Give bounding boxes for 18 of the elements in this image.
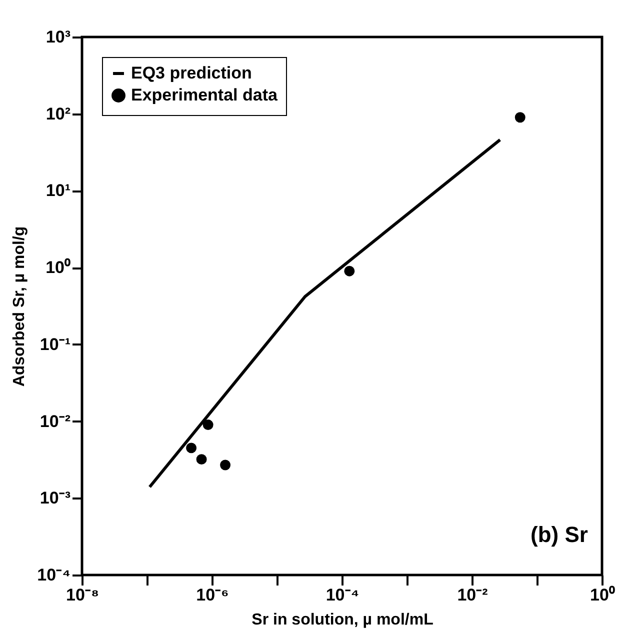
y-tick-label: 10⁰ [46, 258, 70, 278]
x-tick-label: 10⁻⁶ [196, 586, 229, 604]
x-tick-label: 10⁻⁴ [326, 586, 360, 604]
y-tick-label: 10⁻² [40, 412, 71, 431]
y-axis-title: Adsorbed Sr, µ mol/g [11, 226, 28, 387]
y-tick-label: 10⁻⁴ [37, 566, 70, 584]
x-tick-label: 10⁰ [590, 586, 615, 604]
y-tick-label: 10¹ [46, 181, 71, 200]
legend-label: EQ3 prediction [131, 64, 252, 82]
x-axis-title: Sr in solution, µ mol/mL [252, 612, 434, 628]
x-tick-label: 10⁻⁸ [66, 586, 99, 604]
y-tick-label: 10³ [46, 28, 71, 46]
annotation: (b) Sr [530, 522, 588, 547]
y-tick-label: 10² [46, 104, 71, 124]
y-tick-label: 10⁻¹ [40, 334, 71, 354]
x-tick-label: 10⁻² [457, 586, 488, 604]
legend-label: Experimental data [131, 86, 278, 104]
y-tick-label: 10⁻³ [40, 488, 71, 508]
